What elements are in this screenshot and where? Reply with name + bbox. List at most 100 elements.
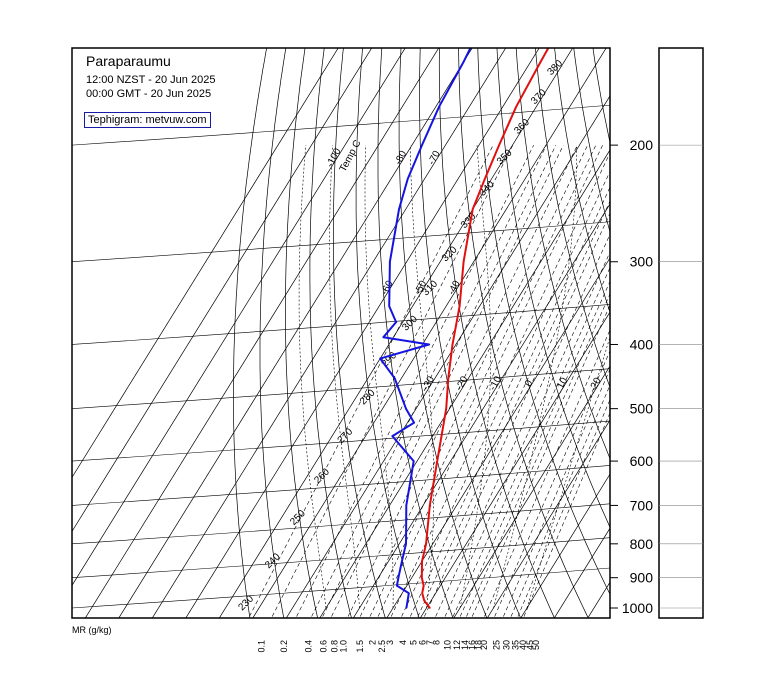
dry-adiabat <box>535 48 610 389</box>
mr-label: 5 <box>409 640 419 645</box>
dry-adiabat <box>573 48 610 234</box>
isotherm <box>72 48 339 479</box>
isobar <box>72 503 610 545</box>
dry-adiabat <box>333 48 386 618</box>
dewpoint-point <box>412 460 415 462</box>
pressure-label: 800 <box>630 536 654 552</box>
mr-label: 18 <box>473 640 483 650</box>
mixing-ratio-line <box>517 398 610 617</box>
pot-temp-label: 300 <box>400 314 420 334</box>
pot-temp-label: 320 <box>440 244 460 264</box>
dewpoint-point <box>413 421 415 424</box>
pot-temp-label: 390 <box>561 30 581 50</box>
dewpoint-point <box>405 543 407 545</box>
dry-adiabat <box>731 0 760 622</box>
mr-label: 6 <box>417 640 427 645</box>
pot-temp-label: 270 <box>336 426 356 446</box>
isotherm <box>553 527 610 618</box>
temp-label: 10 <box>555 376 570 391</box>
temp-label: -10 <box>488 374 505 392</box>
temperature-point <box>471 208 474 211</box>
pressure-axis: 4050607080901002003004005006007008009001… <box>610 137 703 616</box>
isotherm <box>419 311 610 618</box>
mixing-ratio-line <box>471 304 610 617</box>
temp-label: -60 <box>379 279 396 297</box>
moist-adiabat <box>298 145 327 609</box>
isotherm <box>520 473 610 618</box>
plot-frame <box>71 47 611 619</box>
pot-temp-label: 350 <box>495 147 515 167</box>
dewpoint-point <box>438 105 440 108</box>
mr-label: 0.2 <box>279 640 289 653</box>
mr-label: 7 <box>425 640 435 645</box>
dry-adiabat <box>718 0 760 622</box>
pot-temp-label: 260 <box>312 466 332 486</box>
dry-adiabat <box>419 48 521 618</box>
temperature-point <box>458 305 461 307</box>
mr-label: 30 <box>502 640 512 650</box>
pot-temp-label: 240 <box>263 551 283 571</box>
mixing-ratio-line <box>503 368 610 617</box>
mixing-ratio-axis: MR (g/kg)0.1 0.2 0.4 0.6 0.81.0 1.5 2 2.53 4 5678… <box>72 625 541 653</box>
isotherm <box>285 95 610 618</box>
isobar <box>72 221 610 263</box>
mr-label: 20 <box>479 640 489 650</box>
mixing-ratio-line <box>271 144 514 617</box>
mixing-ratio-line <box>452 266 610 617</box>
isotherm <box>218 48 574 618</box>
dry-adiabat <box>652 0 760 622</box>
temperature-point <box>425 543 427 545</box>
isotherm <box>486 419 610 618</box>
moist-adiabat <box>410 145 435 609</box>
temp-title: Temp C <box>338 138 364 174</box>
mixing-ratio-line <box>410 186 610 617</box>
pressure-label: 700 <box>630 497 654 513</box>
isotherm <box>319 149 610 618</box>
mr-label: 8 <box>431 640 441 645</box>
temp-label: -70 <box>426 149 443 167</box>
temp-label: 30 <box>622 376 637 391</box>
mr-label: 12 <box>452 640 462 650</box>
isotherm <box>587 581 610 618</box>
dewpoint-point <box>382 336 385 338</box>
temperature-point <box>498 144 500 146</box>
temperature-point <box>422 584 425 587</box>
mixing-ratio-line <box>347 144 578 617</box>
temperature-profile <box>420 48 550 609</box>
mixing-ratio-line <box>444 251 610 617</box>
mr-label: 50 <box>531 640 541 650</box>
temperature-point <box>423 599 426 602</box>
mixing-ratio-line <box>296 144 534 617</box>
isotherm <box>72 48 373 533</box>
dewpoint-point <box>393 377 396 380</box>
dry-adiabat <box>679 0 760 622</box>
temp-label: 0 <box>523 378 536 388</box>
pressure-label: 600 <box>630 453 654 469</box>
wind-panel <box>658 47 704 619</box>
dewpoint-point <box>421 144 423 146</box>
pot-temp-label: 370 <box>529 87 549 107</box>
isotherm <box>118 48 473 618</box>
dewpoint-point <box>405 607 408 609</box>
mr-label: 0.8 <box>330 640 340 653</box>
temp-label: 20 <box>589 376 604 391</box>
temperature-point <box>483 178 486 180</box>
mixing-ratio-line <box>424 212 610 617</box>
moist-adiabat <box>329 145 360 609</box>
dewpoint-point <box>405 504 408 507</box>
dewpoint-point <box>405 407 407 410</box>
temperature-point <box>569 9 571 11</box>
pressure-label: 200 <box>630 137 654 153</box>
isobar <box>72 420 610 462</box>
mr-label: 40 <box>518 640 528 650</box>
pot-temp-label: 280 <box>358 387 378 407</box>
dry-adiabat <box>609 0 760 622</box>
dry-adiabat <box>259 48 287 618</box>
mr-label: 1.0 <box>339 640 349 653</box>
credit-box[interactable]: Tephigram: metvuw.com <box>84 112 211 128</box>
temperature-point <box>445 407 448 410</box>
mr-label: 16 <box>467 640 477 650</box>
temperature-point <box>421 576 423 579</box>
isotherm <box>151 48 507 618</box>
dry-adiabat <box>458 48 589 618</box>
